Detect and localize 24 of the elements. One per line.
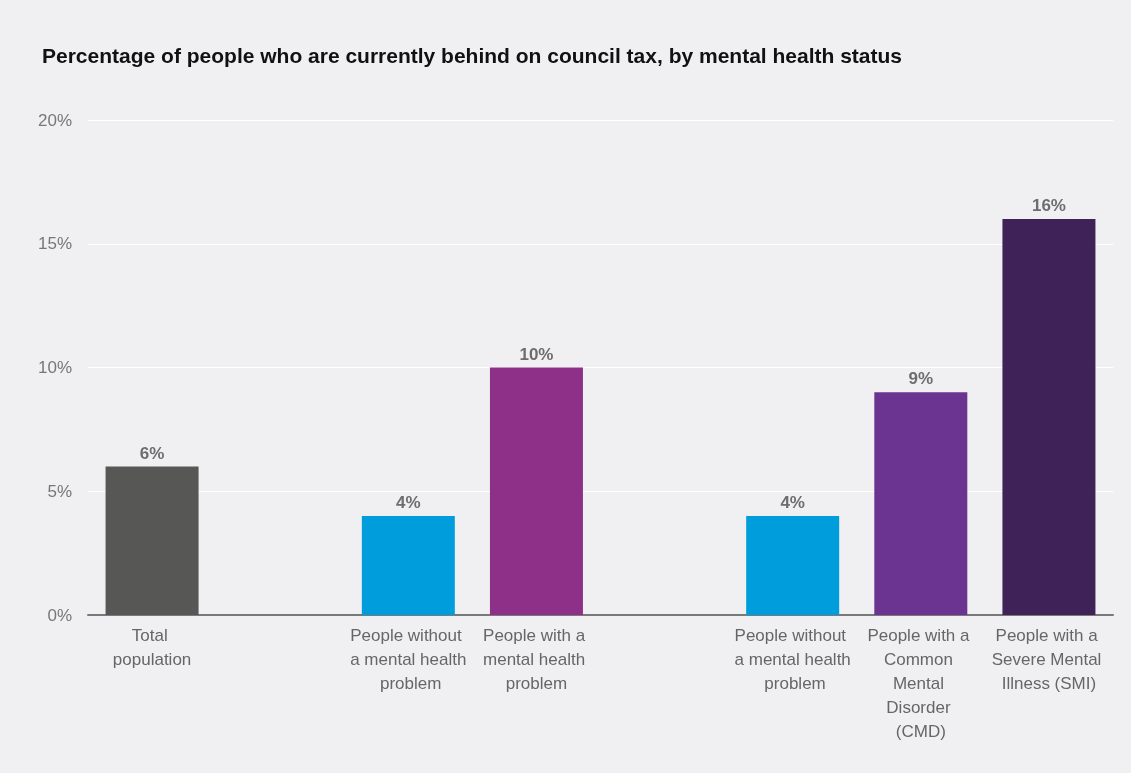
bar <box>489 367 583 615</box>
data-label: 9% <box>908 369 934 389</box>
data-label: 4% <box>396 493 421 512</box>
x-tick-label: Total population <box>112 625 192 669</box>
y-tick-label: 20% <box>37 110 72 130</box>
x-tick-label: People with a Severe Mental Illness (SMI) <box>991 625 1107 693</box>
y-tick-label: 10% <box>37 358 72 377</box>
bar <box>361 516 455 615</box>
y-tick-label: 15% <box>37 234 72 254</box>
data-label: 16% <box>1031 196 1066 215</box>
bar <box>1002 219 1096 615</box>
chart-title: Percentage of people who are currently behind on council tax, by mental health status <box>42 44 903 67</box>
x-tick-label: People with a Common Mental Disorder (CMD) <box>867 625 975 741</box>
data-label: 10% <box>519 344 554 364</box>
y-tick-label: 0% <box>47 605 72 625</box>
x-tick-label: People without a mental health problem <box>734 625 851 693</box>
data-label: 6% <box>139 443 165 463</box>
y-tick-label: 5% <box>47 481 72 501</box>
x-tick-label: People without a mental health problem <box>350 625 467 693</box>
bar <box>105 466 199 615</box>
bar <box>874 392 968 615</box>
bar <box>746 516 840 615</box>
x-tick-label: People with a mental health problem <box>483 625 590 693</box>
data-label: 4% <box>780 493 805 512</box>
